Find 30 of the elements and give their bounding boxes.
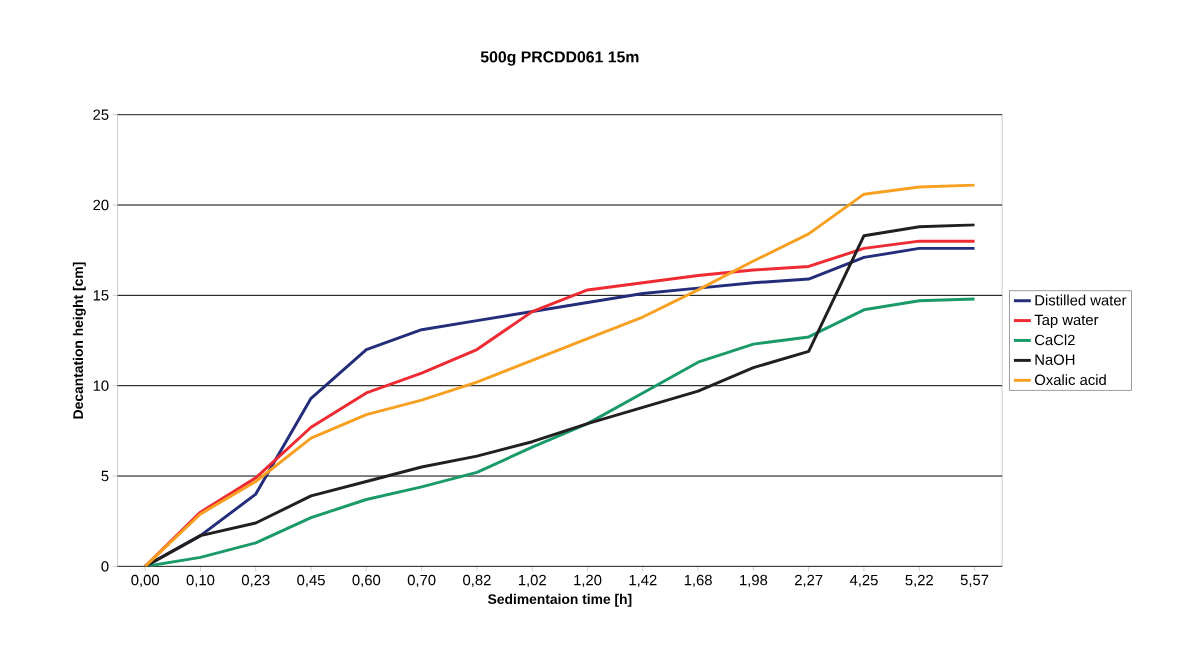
- x-tick-label: 2,27: [795, 574, 823, 587]
- x-tick-label: 1,98: [740, 574, 768, 587]
- legend-label: Tap water: [1034, 314, 1099, 328]
- y-axis-title: Decantation height [cm]: [72, 262, 86, 419]
- x-tick-label: 0,82: [463, 574, 491, 587]
- y-tick-label: 10: [93, 380, 109, 391]
- legend-label: Oxalic acid: [1034, 374, 1106, 385]
- x-tick-label: 5,57: [960, 574, 989, 587]
- chart-title: 500g PRCDD061 15m: [480, 51, 639, 66]
- x-tick-label: 5,22: [905, 574, 933, 587]
- y-tick-label: 5: [101, 470, 109, 482]
- x-tick-label: 0,70: [407, 574, 436, 587]
- x-tick-label: 0,10: [186, 574, 215, 587]
- y-tick-label: 25: [93, 109, 109, 120]
- x-tick-label: 1,68: [684, 574, 712, 587]
- legend-label: NaOH: [1035, 354, 1075, 365]
- y-tick-label: 20: [93, 199, 109, 211]
- legend-label: Distilled water: [1035, 294, 1127, 306]
- y-tick-label: 15: [93, 290, 109, 301]
- x-tick-label: 4,25: [849, 574, 878, 587]
- legend-label: CaCl2: [1035, 334, 1075, 346]
- x-tick-label: 1,20: [574, 574, 602, 587]
- x-tick-label: 0,23: [241, 574, 270, 587]
- x-axis-title: Sedimentaion time [h]: [488, 593, 632, 607]
- x-tick-label: 0,00: [131, 574, 160, 587]
- x-tick-label: 1,02: [518, 574, 546, 587]
- y-tick-label: 0: [101, 561, 109, 572]
- x-tick-label: 0,60: [352, 574, 381, 587]
- x-tick-label: 0,45: [297, 574, 325, 587]
- x-tick-label: 1,42: [629, 574, 657, 587]
